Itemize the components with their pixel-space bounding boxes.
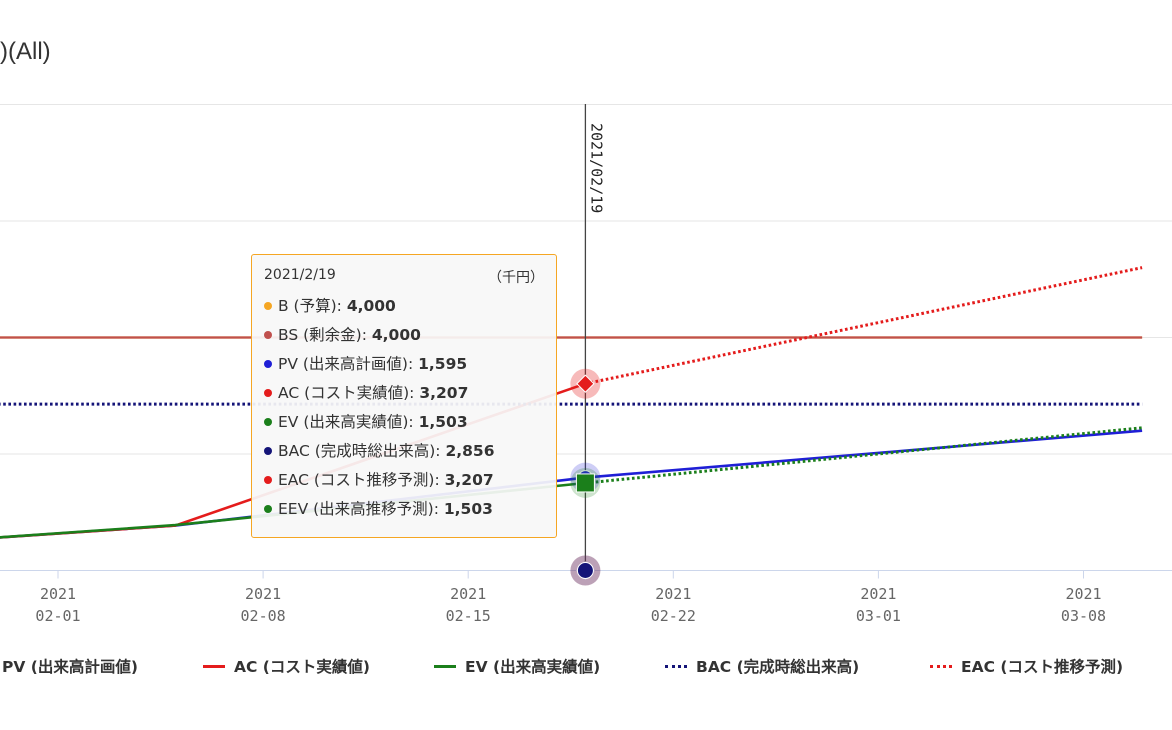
tooltip-row-label: EEV (出来高推移予測): [278,500,444,518]
x-tick-label: 03-08 [1061,607,1106,625]
tooltip-row-value: 1,503 [443,500,493,518]
x-tick-year: 2021 [1065,585,1101,603]
series-dot-icon [264,389,272,397]
x-tick-year: 2021 [245,585,281,603]
tooltip-row: BS (剰余金): 4,000 [264,321,544,350]
series-line-eac [585,266,1143,386]
legend-label: EAC (コスト推移予測) [961,658,1124,676]
tooltip-unit: （千円） [488,270,544,286]
legend-item[interactable]: PV (出来高計画値) [2,655,138,677]
tooltip-row-label: BS (剰余金): [278,326,372,344]
tooltip-date: 2021/2/19 [264,267,336,283]
tooltip-row: EEV (出来高推移予測): 1,503 [264,495,544,524]
series-dot-icon [264,331,272,339]
tooltip-row-label: BAC (完成時総出来高): [278,442,446,460]
x-tick-label: 02-22 [651,607,696,625]
tooltip: 2021/2/19 （千円） B (予算): 4,000 BS (剰余金): 4,… [251,254,557,538]
tooltip-row-value: 3,207 [444,471,494,489]
legend-swatch-icon [434,664,456,668]
legend-swatch-icon [203,664,225,668]
x-axis: 2021 02-01 2021 02-08 2021 02-15 2021 02-22 2021… [35,570,1106,625]
tooltip-row: B (予算): 4,000 [264,292,544,321]
x-tick-year: 2021 [40,585,76,603]
tooltip-row-value: 1,595 [418,355,468,373]
tooltip-row-label: AC (コスト実績値): [278,384,420,402]
tooltip-row-value: 3,207 [419,384,469,402]
marker-bac [576,562,594,579]
marker-ev [575,473,595,493]
legend-label: BAC (完成時総出来高) [696,658,860,676]
tooltip-row-value: 1,503 [418,413,468,431]
legend-label: EV (出来高実績値) [465,658,601,676]
x-tick-label: 02-08 [241,607,286,625]
series-dot-icon [264,476,272,484]
x-tick-label: 02-15 [446,607,491,625]
tooltip-row: PV (出来高計画値): 1,595 [264,350,544,379]
tooltip-row-value: 4,000 [346,297,396,315]
series-dot-icon [264,418,272,426]
x-tick-year: 2021 [450,585,486,603]
tooltip-row-value: 4,000 [371,326,421,344]
series-dot-icon [264,302,272,310]
reference-line-label: 2021/02/19 [587,123,605,213]
legend-swatch-icon [665,664,687,668]
legend-label: PV (出来高計画値) [2,658,138,676]
x-tick-label: 02-01 [35,607,80,625]
tooltip-row-label: EAC (コスト推移予測): [278,471,445,489]
hover-markers [570,368,601,586]
legend-item[interactable]: EV (出来高実績値) [434,655,600,677]
tooltip-row: BAC (完成時総出来高): 2,856 [264,437,544,466]
reference-line: 2021/02/19 [584,104,605,571]
x-tick-year: 2021 [655,585,691,603]
x-tick-year: 2021 [860,585,896,603]
legend-item[interactable]: BAC (完成時総出来高) [665,655,859,677]
tooltip-row-label: B (予算): [278,297,347,315]
series-dot-icon [264,360,272,368]
series-lines [0,266,1143,539]
tooltip-row-label: PV (出来高計画値): [278,355,419,373]
series-dot-icon [264,505,272,513]
legend-item[interactable]: AC (コスト実績値) [203,655,370,677]
tooltip-row-value: 2,856 [445,442,495,460]
series-dot-icon [264,447,272,455]
tooltip-row: AC (コスト実績値): 3,207 [264,379,544,408]
legend-item[interactable]: EAC (コスト推移予測) [930,655,1123,677]
legend-label: AC (コスト実績値) [234,658,370,676]
marker-ac [576,374,595,393]
legend: PV (出来高計画値) AC (コスト実績値) EV (出来高実績値) BAC (完成… [0,655,1172,681]
tooltip-row: EV (出来高実績値): 1,503 [264,408,544,437]
tooltip-row: EAC (コスト推移予測): 3,207 [264,466,544,495]
x-tick-label: 03-01 [856,607,901,625]
legend-swatch-icon [930,664,952,668]
chart-title: )(All) [0,38,51,65]
tooltip-row-label: EV (出来高実績値): [278,413,419,431]
